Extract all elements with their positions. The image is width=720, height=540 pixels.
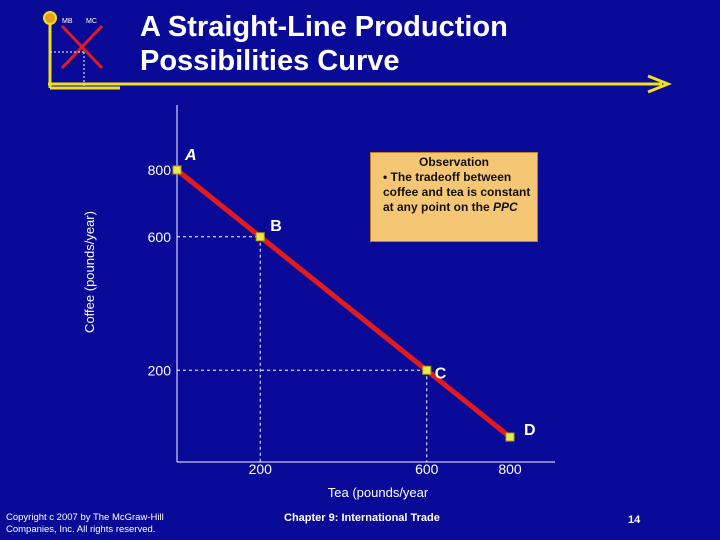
mb-mc-logo: MB MC [43,11,120,90]
x-tick-label: 800 [498,461,522,477]
logo-mb-text: MB [62,18,73,25]
slide-title-line-2: Possibilities Curve [140,45,400,77]
observation-text: • The tradeoff between coffee and tea is… [383,170,531,214]
x-tick-label: 600 [415,461,439,477]
page-number: 14 [628,514,641,526]
guide-lines [177,236,428,462]
ppc-line [175,168,512,439]
y-tick-label: 800 [148,162,172,178]
logo-mc-text: MC [86,18,97,25]
y-axis-label: Coffee (pounds/year) [82,211,97,333]
tick-labels: 800 600 200 200 600 800 [148,162,522,477]
observation-callout: Observation • The tradeoff between coffe… [370,152,538,242]
point-label-a: A [184,147,197,164]
y-tick-label: 600 [148,229,172,245]
slide-title-line-1: A Straight-Line Production [140,11,508,43]
slide-title: A Straight-Line Production Possibilities… [140,10,580,78]
point-a [172,165,182,175]
title-underline-arrow [48,74,672,94]
copyright-line-1: Copyright c 2007 by The McGraw-Hill [6,512,164,523]
copyright-notice: Copyright c 2007 by The McGraw-Hill Comp… [6,512,216,536]
x-tick-label: 200 [249,461,273,477]
chapter-label: Chapter 9: International Trade [284,512,440,524]
point-label-b: B [270,218,282,235]
y-tick-label: 200 [148,362,172,378]
point-c [422,365,432,375]
observation-body: • The tradeoff between coffee and tea is… [377,170,531,215]
point-label-d: D [524,422,536,439]
point-d [505,432,515,442]
copyright-line-2: Companies, Inc. All rights reserved. [6,524,156,535]
x-axis-label: Tea (pounds/year [328,485,429,500]
data-points: A B C D [172,147,536,442]
observation-heading: Observation [418,155,490,169]
point-b [255,232,265,242]
observation-emphasis: PPC [493,200,518,214]
point-label-c: C [435,365,447,382]
